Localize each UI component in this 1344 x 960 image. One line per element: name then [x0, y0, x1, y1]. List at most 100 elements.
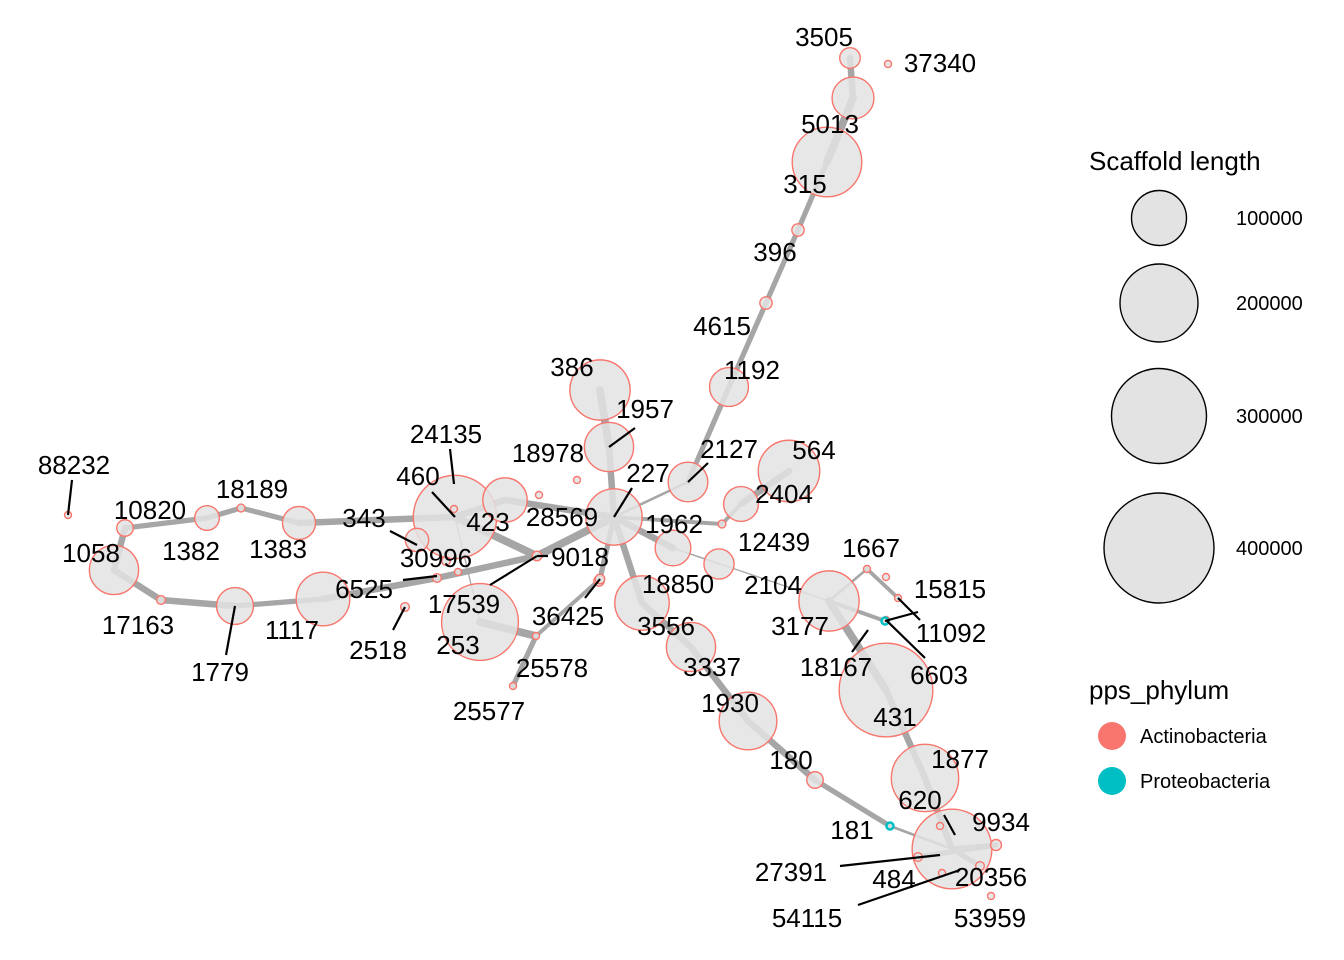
size-legend-circle [1103, 492, 1215, 604]
node-label-9018: 9018 [551, 542, 609, 572]
size-legend: 100000 200000 300000 400000 [1103, 189, 1303, 604]
node-6525 [431, 572, 443, 584]
label-leader-54115 [857, 868, 961, 907]
node-label-2404: 2404 [755, 479, 813, 509]
node-1382 [194, 505, 220, 531]
size-legend-title: Scaffold length [1089, 146, 1261, 176]
node-label-17539: 17539 [428, 589, 500, 619]
node-253 [440, 582, 520, 662]
label-leader-6525 [402, 574, 438, 582]
label-leader-6603 [885, 619, 926, 659]
node-label-10820: 10820 [114, 495, 186, 525]
node-label-88232: 88232 [38, 450, 110, 480]
node-label-24135: 24135 [410, 419, 482, 449]
node-label-315: 315 [783, 169, 826, 199]
node-label-25577: 25577 [453, 696, 525, 726]
label-leader-17539 [489, 555, 538, 586]
node-431 [838, 642, 934, 738]
node-3556 [614, 575, 670, 631]
node-label-18167: 18167 [800, 652, 872, 682]
node-label-1957: 1957 [616, 394, 674, 424]
node-label-9934: 9934 [972, 807, 1030, 837]
label-leader-1779 [224, 605, 237, 656]
size-legend-label: 400000 [1236, 538, 1303, 560]
node-label-1779: 1779 [191, 657, 249, 687]
color-legend-title: pps_phylum [1089, 675, 1229, 705]
node-1667 [862, 564, 872, 574]
node-label-343: 343 [342, 503, 385, 533]
node-label-37340: 37340 [904, 48, 976, 78]
color-legend-swatch [1098, 767, 1126, 795]
node-4615 [759, 296, 773, 310]
node-label-484: 484 [872, 864, 915, 894]
node-24135 [449, 504, 459, 514]
node-1117 [295, 571, 351, 627]
node-53959 [986, 891, 996, 901]
edge-9018-6525 [433, 552, 541, 582]
node-labels-layer: 3505 37340 5013 315 396 4615 1192 386 1957 18978 2… [38, 22, 1030, 933]
node-3337 [665, 621, 717, 673]
size-legend-circle [1130, 189, 1188, 247]
node-label-27391: 27391 [755, 857, 827, 887]
size-legend-circle [1119, 263, 1199, 343]
label-leader-15815 [897, 597, 921, 621]
node-label-1117: 1117 [265, 615, 319, 645]
node-1383 [281, 505, 317, 541]
node-label-17163: 17163 [102, 610, 174, 640]
label-leader-18167 [851, 629, 869, 653]
label-leader-620 [943, 814, 956, 836]
node-1930 [718, 691, 778, 751]
edge-25578-25577 [510, 633, 539, 689]
node-label-5013: 5013 [801, 109, 859, 139]
node-label-18189: 18189 [216, 474, 288, 504]
node-label-2127: 2127 [700, 434, 758, 464]
color-legend-swatch [1098, 722, 1126, 750]
label-leader-227 [613, 487, 633, 518]
node-386 [569, 359, 631, 421]
node-label-180: 180 [769, 745, 812, 775]
node-label-460: 460 [396, 461, 439, 491]
node-label-227: 227 [626, 458, 669, 488]
node-17163 [155, 594, 167, 606]
node-label-1383: 1383 [249, 534, 307, 564]
node-37340 [883, 59, 893, 69]
label-leaders-layer [66, 427, 961, 907]
node-25578 [531, 631, 541, 641]
node-1058 [88, 544, 140, 596]
node-label-1192: 1192 [724, 355, 780, 385]
node-label-36425: 36425 [532, 601, 604, 631]
node-label-25578: 25578 [516, 653, 588, 683]
node-2104 [703, 548, 735, 580]
node-label-1877: 1877 [931, 744, 989, 774]
node-label-564: 564 [792, 435, 835, 465]
node-label-11092: 11092 [916, 618, 986, 648]
node-label-54115: 54115 [772, 903, 842, 933]
legend: Scaffold length 100000 200000 300000 400000… [1089, 146, 1303, 795]
node-28569 [534, 490, 544, 500]
node-label-3177: 3177 [771, 611, 829, 641]
nodes-layer [63, 47, 1003, 901]
edge-180-181 [812, 777, 893, 829]
node-label-1058: 1058 [62, 538, 120, 568]
node-label-396: 396 [753, 237, 796, 267]
node-12439 [717, 519, 727, 529]
size-legend-circle [1110, 367, 1208, 465]
node-label-20356: 20356 [955, 862, 1027, 892]
label-leader-2127 [687, 462, 709, 483]
node-label-423: 423 [466, 507, 509, 537]
node-label-53959: 53959 [954, 903, 1026, 933]
node-label-12439: 12439 [738, 527, 810, 557]
node-label-3337: 3337 [683, 652, 741, 682]
node-label-30996: 30996 [400, 543, 472, 573]
node-label-1962: 1962 [645, 509, 703, 539]
node-315 [791, 126, 863, 198]
node-30996 [440, 555, 452, 567]
color-legend-label: Actinobacteria [1140, 726, 1268, 748]
node-label-18978: 18978 [512, 438, 584, 468]
node-label-3556: 3556 [637, 611, 695, 641]
size-legend-label: 300000 [1236, 406, 1303, 428]
node-label-6603: 6603 [910, 660, 968, 690]
node-label-1667: 1667 [842, 533, 900, 563]
edge-396-4615 [763, 227, 801, 306]
